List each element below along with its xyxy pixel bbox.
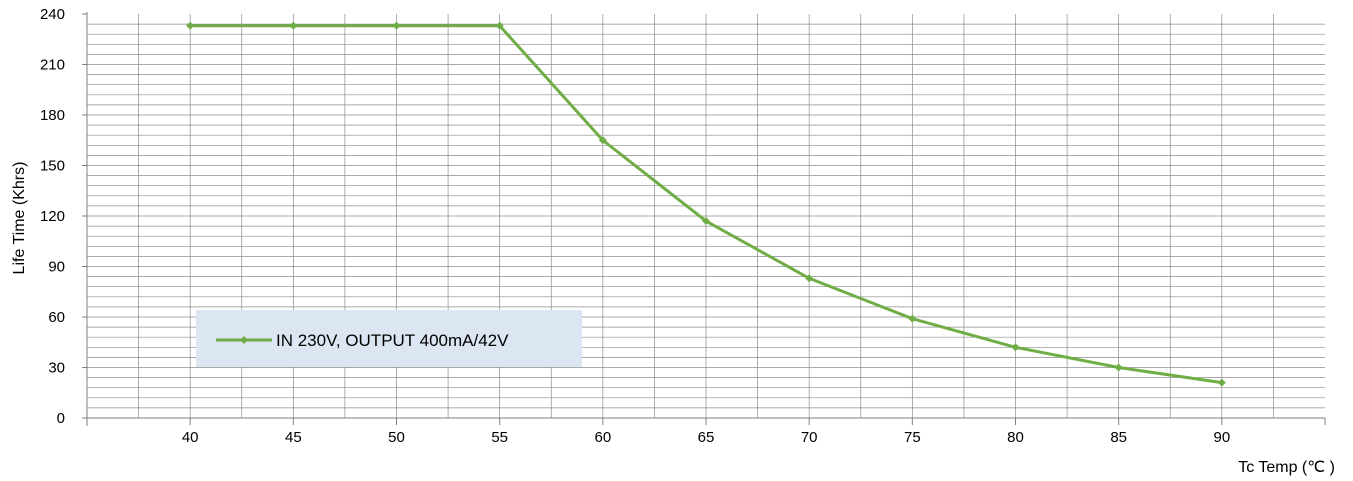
x-tick-label: 90 bbox=[1213, 429, 1230, 446]
data-point bbox=[805, 274, 814, 283]
data-point bbox=[1114, 363, 1123, 372]
x-tick-label: 75 bbox=[904, 429, 921, 446]
data-point bbox=[702, 217, 710, 226]
legend-label: IN 230V, OUTPUT 400mA/42V bbox=[276, 331, 509, 350]
x-tick-label: 85 bbox=[1110, 429, 1127, 446]
y-tick-label: 0 bbox=[57, 410, 65, 427]
x-axis-title: Tc Temp (℃ ) bbox=[1238, 459, 1335, 476]
x-tick-label: 60 bbox=[594, 429, 611, 446]
y-tick-label: 120 bbox=[40, 208, 65, 225]
x-tick-label: 50 bbox=[388, 429, 405, 446]
data-point bbox=[289, 21, 298, 30]
data-point bbox=[392, 21, 401, 30]
tick-labels: 0 30 60 90 120 150 180 210 240 40 45 50 55 60 65 70 75 80… bbox=[40, 6, 1230, 446]
y-tick-label: 90 bbox=[48, 259, 65, 276]
x-tick-label: 45 bbox=[285, 429, 302, 446]
data-point bbox=[598, 136, 607, 145]
series-layer bbox=[186, 21, 1226, 387]
x-tick-label: 55 bbox=[491, 429, 508, 446]
x-tick-label: 80 bbox=[1007, 429, 1024, 446]
x-tick-label: 65 bbox=[698, 429, 715, 446]
data-point bbox=[908, 314, 917, 323]
data-point bbox=[1217, 378, 1226, 387]
y-tick-label: 60 bbox=[48, 309, 65, 326]
data-point bbox=[495, 21, 504, 30]
y-tick-label: 210 bbox=[40, 57, 65, 74]
y-tick-label: 30 bbox=[48, 360, 65, 377]
data-point bbox=[186, 21, 195, 30]
data-point bbox=[1011, 343, 1020, 352]
legend: IN 230V, OUTPUT 400mA/42V bbox=[196, 310, 582, 367]
legend-marker bbox=[240, 336, 248, 344]
axes bbox=[82, 12, 1326, 426]
y-tick-label: 150 bbox=[40, 158, 65, 175]
x-tick-label: 40 bbox=[182, 429, 199, 446]
y-tick-label: 180 bbox=[40, 107, 65, 124]
x-tick-label: 70 bbox=[801, 429, 818, 446]
y-tick-label: 240 bbox=[40, 6, 65, 23]
y-axis-title: Life Time (Khrs) bbox=[11, 162, 28, 275]
